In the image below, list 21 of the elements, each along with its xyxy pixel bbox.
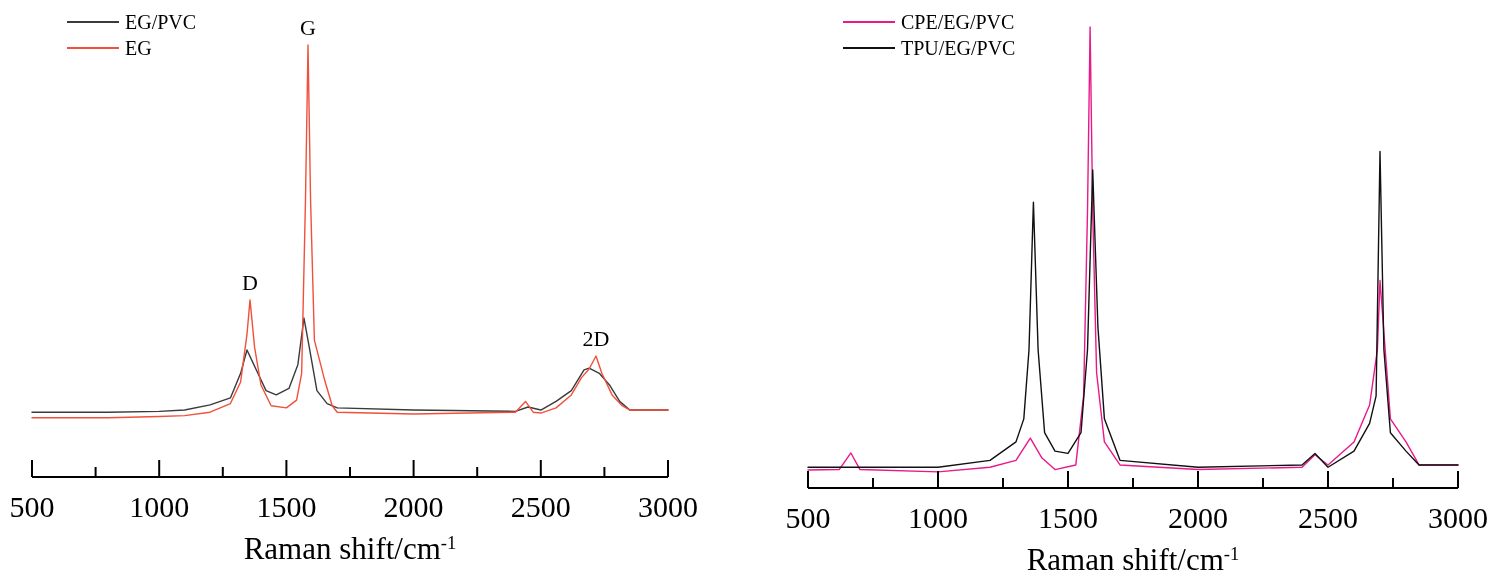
x-tick-label: 1500: [1038, 501, 1098, 534]
x-tick-label: 500: [9, 490, 55, 523]
x-axis-title: Raman shift/cm$^{-1}$: [243, 531, 457, 566]
x-tick-label: 1500: [256, 490, 317, 523]
x-tick-label: 500: [785, 501, 831, 534]
legend-label: CPE/EG/PVC: [901, 11, 1015, 33]
x-axis-title: Raman shift/cm$^{-1}$: [1026, 542, 1240, 576]
x-tick-label: 3000: [1428, 501, 1488, 534]
x-tick-label: 2000: [383, 490, 444, 523]
x-tick-label: 3000: [638, 490, 698, 523]
legend-label: TPU/EG/PVC: [901, 37, 1016, 59]
x-tick-label: 1000: [129, 490, 190, 523]
x-tick-label: 2000: [1168, 501, 1228, 534]
x-tick-label: 2500: [510, 490, 571, 523]
annotation: G: [300, 15, 317, 40]
x-tick-label: 1000: [908, 501, 968, 534]
annotation: D: [242, 269, 258, 295]
legend-label: EG: [125, 37, 152, 59]
legend-label: EG/PVC: [125, 11, 197, 33]
x-tick-label: 2500: [1298, 501, 1358, 534]
annotation: 2D: [582, 326, 610, 352]
